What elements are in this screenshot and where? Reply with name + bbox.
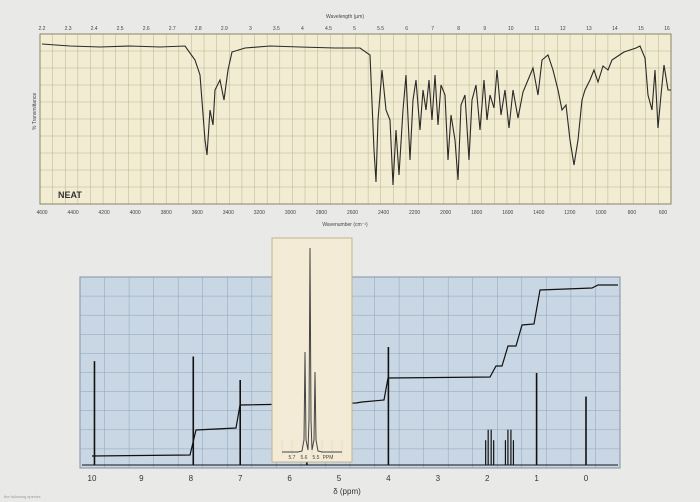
ir-bottom-tick-label: 2600 (347, 210, 358, 216)
ir-top-tick-label: 5.5 (377, 26, 384, 32)
nmr-x-ticks: 10 9 8 7 6 5 4 3 2 1 0 (88, 474, 589, 483)
ir-bottom-tick-label: 2000 (440, 210, 451, 216)
nmr-tick-label: 8 (189, 474, 194, 483)
ir-top-tick-label: 3.5 (273, 26, 280, 32)
nmr-spectrum: 10 9 8 7 6 5 4 3 2 1 0 δ (ppm) 5.7 5.6 5.5 PPM (79, 237, 621, 496)
ir-transmittance-curve (41, 43, 671, 186)
ir-top-tick-label: 2.5 (117, 26, 124, 32)
ir-top-tick-label: 2.2 (39, 26, 46, 32)
ir-frame (39, 33, 672, 205)
nmr-tick-label: 3 (436, 474, 441, 483)
nmr-inset-box (271, 237, 353, 463)
ir-top-tick-label: 13 (586, 26, 592, 32)
ir-bottom-tick-label: 1600 (502, 210, 513, 216)
ir-top-tick-label: 8 (457, 26, 460, 32)
ir-bottom-tick-label: 600 (659, 210, 668, 216)
ir-top-tick-label: 16 (664, 26, 670, 32)
ir-top-ticks: 2.2 2.3 2.4 2.5 2.6 2.7 2.8 2.9 3 3.5 4 4.5 5 5.5 6 7 8 9… (39, 26, 670, 32)
nmr-inset-tick-label: PPM (323, 455, 334, 461)
ir-top-tick-label: 5 (353, 26, 356, 32)
ir-bottom-tick-label: 2400 (378, 210, 389, 216)
nmr-integral-curve (91, 284, 618, 457)
ir-bottom-tick-label: 3200 (254, 210, 265, 216)
nmr-tick-label: 6 (287, 474, 292, 483)
ir-top-tick-label: 7 (431, 26, 434, 32)
ir-top-tick-label: 11 (534, 26, 539, 32)
ir-top-tick-label: 2.6 (143, 26, 150, 32)
nmr-x-axis-label: δ (ppm) (333, 487, 361, 496)
ir-bottom-tick-label: 2200 (409, 210, 420, 216)
ir-bottom-axis-title: Wavenumber (cm⁻¹) (322, 222, 368, 228)
ir-sample-label: NEAT (58, 190, 82, 200)
nmr-inset-multiplet (282, 247, 342, 453)
nmr-tick-label: 1 (534, 474, 539, 483)
ir-top-tick-label: 6 (405, 26, 408, 32)
ir-bottom-tick-label: 3000 (285, 210, 296, 216)
ir-top-tick-label: 10 (508, 26, 514, 32)
ir-top-tick-label: 4 (301, 26, 304, 32)
ir-top-tick-label: 15 (638, 26, 644, 32)
ir-top-tick-label: 2.3 (65, 26, 72, 32)
nmr-tick-label: 5 (337, 474, 342, 483)
ir-top-tick-label: 9 (483, 26, 486, 32)
nmr-inset: 5.7 5.6 5.5 PPM (271, 237, 353, 463)
ir-bottom-tick-label: 1200 (564, 210, 575, 216)
ir-top-tick-label: 2.9 (221, 26, 228, 32)
nmr-inset-tick-label: 5.5 (313, 455, 320, 461)
caption-text: the following spectra (4, 494, 41, 499)
ir-top-axis-title: Wavelength (μm) (326, 14, 364, 20)
ir-top-tick-label: 12 (560, 26, 566, 32)
nmr-inset-tick-label: 5.6 (301, 455, 308, 461)
ir-top-tick-label: 3 (249, 26, 252, 32)
ir-bottom-tick-label: 3800 (161, 210, 172, 216)
ir-top-tick-label: 2.8 (195, 26, 202, 32)
ir-grid (39, 33, 672, 205)
ir-bottom-ticks: 4600 4400 4200 4000 3800 3600 3400 3200 3000 2800… (36, 210, 667, 216)
ir-bottom-tick-label: 800 (628, 210, 637, 216)
ir-bottom-tick-label: 4600 (36, 210, 47, 216)
nmr-tick-label: 0 (584, 474, 589, 483)
nmr-tick-label: 2 (485, 474, 490, 483)
ir-bottom-tick-label: 4000 (130, 210, 141, 216)
ir-top-tick-label: 2.4 (91, 26, 98, 32)
ir-top-tick-label: 14 (612, 26, 618, 32)
ir-bottom-tick-label: 3400 (223, 210, 234, 216)
nmr-tick-label: 4 (386, 474, 391, 483)
nmr-tick-label: 9 (139, 474, 144, 483)
ir-bottom-tick-label: 2800 (316, 210, 327, 216)
ir-top-tick-label: 2.7 (169, 26, 176, 32)
ir-y-axis-label: % Transmittance (32, 93, 38, 130)
nmr-inset-tick-label: 5.7 (289, 455, 296, 461)
ir-bottom-tick-label: 1800 (471, 210, 482, 216)
nmr-tick-label: 7 (238, 474, 243, 483)
ir-bottom-tick-label: 1000 (595, 210, 606, 216)
ir-spectrum: Wavelength (μm) 2.2 2.3 2.4 2.5 2.6 2.7 2.8 2.9… (32, 14, 672, 228)
ir-bottom-tick-label: 1400 (533, 210, 544, 216)
ir-bottom-tick-label: 4200 (99, 210, 110, 216)
ir-bottom-tick-label: 4400 (67, 210, 78, 216)
ir-top-tick-label: 4.5 (325, 26, 332, 32)
ir-bottom-tick-label: 3600 (192, 210, 203, 216)
nmr-inset-ticks: 5.7 5.6 5.5 PPM (289, 455, 334, 461)
nmr-tick-label: 10 (88, 474, 97, 483)
